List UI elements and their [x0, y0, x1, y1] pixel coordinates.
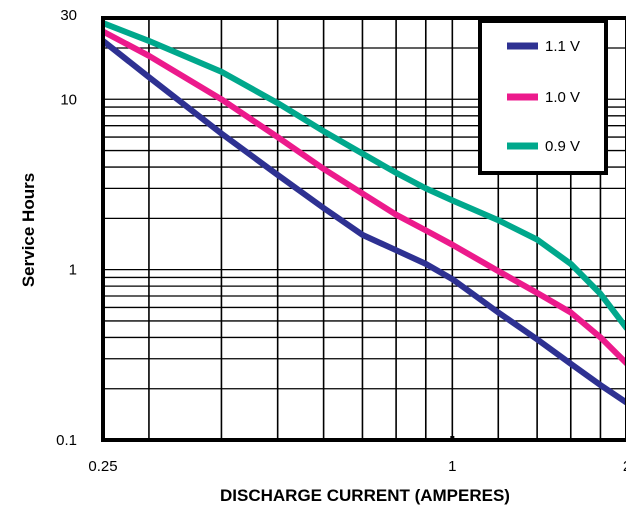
y-tick-label: 1: [69, 262, 77, 279]
plot-frame: [101, 16, 626, 442]
x-tick-label: 1: [448, 458, 456, 475]
legend-box: [478, 19, 608, 175]
x-tick-label: 2: [623, 458, 626, 475]
legend: 1.1 V 1.0 V 0.9 V: [478, 19, 608, 175]
y-tick-label: 0.1: [56, 432, 77, 449]
x-tick-labels: 0.25 1 2: [88, 436, 626, 475]
y-tick-label: 30: [60, 7, 77, 24]
series-line: [101, 38, 626, 406]
legend-label: 0.9 V: [545, 138, 580, 155]
y-tick-label: 10: [60, 91, 77, 108]
series-line: [101, 20, 626, 331]
x-tick-label: 0.25: [88, 458, 117, 475]
legend-label: 1.1 V: [545, 38, 580, 55]
y-tick-labels: 0.1 1 10 30: [56, 7, 77, 449]
series-lines: [101, 20, 626, 406]
x-axis-title: DISCHARGE CURRENT (AMPERES): [220, 486, 510, 505]
x-tick-mark: [450, 436, 455, 442]
series-line: [101, 28, 626, 366]
legend-label: 1.0 V: [545, 89, 580, 106]
y-axis-title: Service Hours: [19, 173, 38, 287]
